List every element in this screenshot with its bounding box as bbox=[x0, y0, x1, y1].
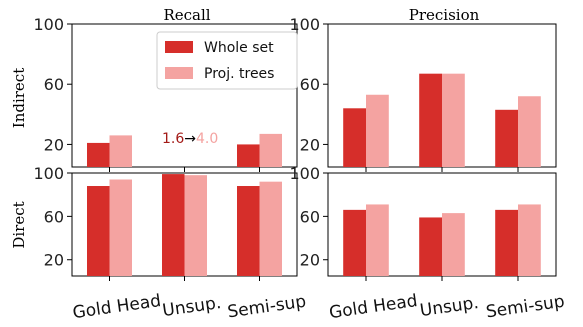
bar-proj-trees bbox=[184, 175, 207, 276]
x-category-label: Gold Head bbox=[71, 291, 162, 323]
y-tick-label: 60 bbox=[300, 75, 320, 94]
y-tick-label: 20 bbox=[44, 135, 64, 154]
y-tick-label: 60 bbox=[300, 207, 320, 226]
row-label-direct: Direct bbox=[10, 201, 28, 248]
bar-proj-trees bbox=[518, 96, 541, 167]
panel-3: 20 60 100 Gold Head Unsup. Semi-sup bbox=[289, 164, 565, 323]
bar-whole-set bbox=[162, 174, 185, 276]
bar-whole-set bbox=[237, 144, 260, 167]
legend: Whole set Proj. trees bbox=[156, 31, 298, 90]
legend-label-whole-set: Whole set bbox=[204, 40, 274, 56]
x-category-label: Unsup. bbox=[419, 293, 480, 321]
bar-whole-set bbox=[237, 186, 260, 276]
y-tick-label: 60 bbox=[44, 207, 64, 226]
annotation-after: 4.0 bbox=[196, 131, 218, 147]
bar-proj-trees bbox=[109, 179, 132, 276]
bar-proj-trees bbox=[259, 181, 282, 276]
bar-whole-set bbox=[343, 108, 366, 167]
y-tick-label: 100 bbox=[289, 15, 320, 34]
bar-whole-set bbox=[343, 209, 366, 276]
bar-proj-trees bbox=[366, 94, 389, 167]
y-tick-label: 100 bbox=[289, 164, 320, 183]
column-title-recall: Recall bbox=[163, 6, 210, 24]
legend-swatch-proj-trees bbox=[165, 67, 193, 79]
legend-label-proj-trees: Proj. trees bbox=[204, 66, 274, 82]
y-tick-label: 100 bbox=[33, 15, 64, 34]
annotation-recall-unsup: 1.6→4.0 bbox=[162, 131, 218, 147]
y-tick-label: 60 bbox=[44, 75, 64, 94]
bar-whole-set bbox=[495, 109, 518, 167]
bar-whole-set bbox=[87, 142, 110, 167]
bar-whole-set bbox=[419, 217, 442, 276]
x-category-label: Semi-sup bbox=[485, 292, 566, 323]
bar-proj-trees bbox=[366, 204, 389, 276]
bar-proj-trees bbox=[259, 133, 282, 167]
panel-0: 20 60 100 bbox=[33, 15, 298, 172]
x-category-label: Gold Head bbox=[328, 291, 419, 323]
bar-proj-trees bbox=[442, 73, 465, 167]
panel-1: 20 60 100 bbox=[289, 15, 557, 172]
bar-proj-trees bbox=[518, 204, 541, 276]
y-tick-label: 100 bbox=[33, 164, 64, 183]
bar-proj-trees bbox=[442, 213, 465, 276]
legend-swatch-whole-set bbox=[165, 41, 193, 53]
bar-whole-set bbox=[495, 209, 518, 276]
bar-whole-set bbox=[87, 186, 110, 276]
x-category-label: Semi-sup bbox=[226, 292, 307, 323]
column-title-precision: Precision bbox=[409, 6, 480, 24]
annotation-arrow: → bbox=[184, 131, 196, 147]
row-label-indirect: Indirect bbox=[10, 68, 28, 128]
y-tick-label: 20 bbox=[300, 251, 320, 270]
annotation-before: 1.6 bbox=[162, 131, 184, 147]
y-tick-label: 20 bbox=[44, 251, 64, 270]
y-tick-label: 20 bbox=[300, 135, 320, 154]
bar-whole-set bbox=[419, 73, 442, 167]
x-category-label: Unsup. bbox=[161, 293, 222, 321]
bar-proj-trees bbox=[109, 135, 132, 167]
